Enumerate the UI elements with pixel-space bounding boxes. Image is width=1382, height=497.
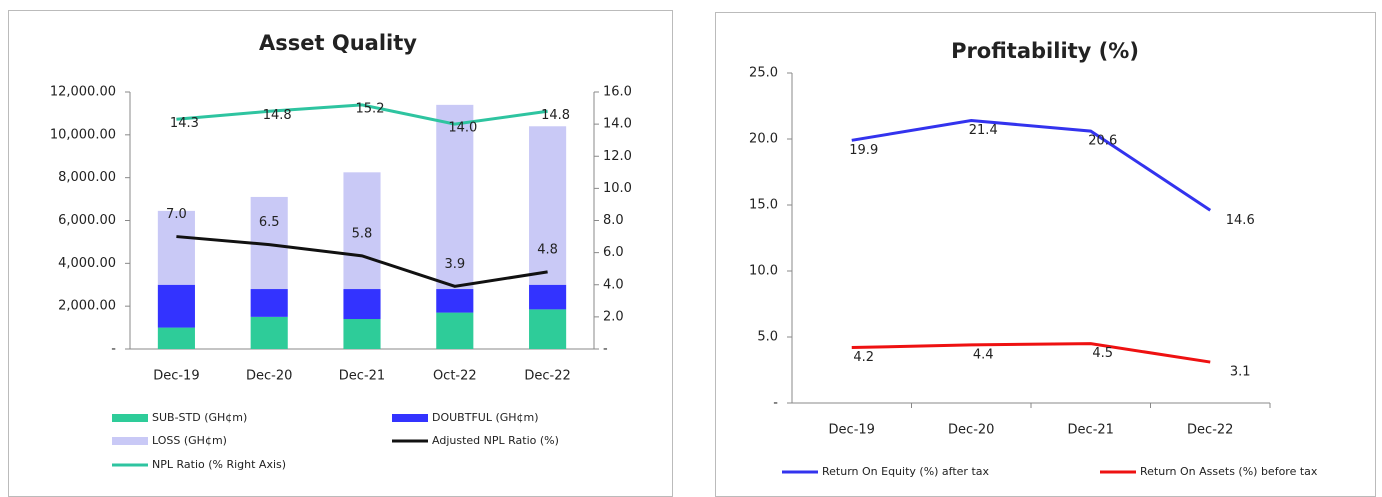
y-tick-label: 25.0 <box>749 66 778 81</box>
y-tick-label: 8,000.00 <box>58 170 116 185</box>
chart-title: Asset Quality <box>259 31 417 55</box>
bar <box>529 126 567 285</box>
line <box>851 342 1211 364</box>
data-label: 7.0 <box>166 207 187 222</box>
line <box>176 103 548 126</box>
bar <box>529 309 567 349</box>
data-label: 4.8 <box>537 242 558 257</box>
y2-tick-label: 6.0 <box>603 245 624 260</box>
bar <box>343 289 381 320</box>
legend-label: Adjusted NPL Ratio (%) <box>432 434 559 447</box>
bar <box>436 104 474 290</box>
bar <box>157 327 195 349</box>
y-tick-label: 10,000.00 <box>50 127 116 142</box>
y-tick-label: - <box>773 396 778 411</box>
data-label: 5.8 <box>352 226 373 241</box>
bar <box>436 312 474 349</box>
bar <box>343 172 381 290</box>
bar <box>157 284 195 328</box>
legend-label: SUB-STD (GH¢m) <box>152 411 247 424</box>
legend-label: Return On Equity (%) after tax <box>822 465 990 478</box>
y-tick-label: 5.0 <box>757 330 778 345</box>
data-label: 15.2 <box>356 101 385 116</box>
y-tick-label: 10.0 <box>749 264 778 279</box>
data-label: 3.1 <box>1230 365 1251 380</box>
y-tick-label: 20.0 <box>749 132 778 147</box>
bar <box>436 289 474 313</box>
data-label: 6.5 <box>259 215 280 230</box>
bar <box>529 284 567 310</box>
data-label: 4.4 <box>973 347 994 362</box>
y-tick-label: - <box>111 342 116 357</box>
data-label: 14.6 <box>1226 213 1255 228</box>
data-label: 14.0 <box>448 121 477 136</box>
y-tick-label: 15.0 <box>749 198 778 213</box>
x-tick-label: Dec-20 <box>246 369 292 384</box>
y2-tick-label: 14.0 <box>603 117 632 132</box>
x-tick-label: Dec-22 <box>524 369 570 384</box>
data-label: 4.5 <box>1092 346 1113 361</box>
line <box>851 119 1212 212</box>
data-label: 21.4 <box>969 123 998 138</box>
data-label: 19.9 <box>849 143 878 158</box>
y-tick-label: 6,000.00 <box>58 213 116 228</box>
legend-label: LOSS (GH¢m) <box>152 434 227 447</box>
y-tick-label: 4,000.00 <box>58 256 116 271</box>
x-tick-label: Dec-22 <box>1187 423 1233 438</box>
x-tick-label: Dec-19 <box>829 423 875 438</box>
x-tick-label: Dec-21 <box>339 369 385 384</box>
y2-tick-label: 2.0 <box>603 309 624 324</box>
x-tick-label: Dec-20 <box>948 423 994 438</box>
x-tick-label: Dec-19 <box>153 369 199 384</box>
x-tick-label: Oct-22 <box>433 369 477 384</box>
x-tick-label: Dec-21 <box>1068 423 1114 438</box>
y-tick-label: 2,000.00 <box>58 299 116 314</box>
chart-title: Profitability (%) <box>951 39 1139 63</box>
data-label: 4.2 <box>853 350 874 365</box>
bar <box>157 210 195 285</box>
data-label: 14.8 <box>541 108 570 123</box>
y-tick-label: 12,000.00 <box>50 85 116 100</box>
data-label: 14.3 <box>170 116 199 131</box>
y2-tick-label: 16.0 <box>603 85 632 100</box>
y2-tick-label: 12.0 <box>603 149 632 164</box>
chart-frame <box>715 12 1376 497</box>
line <box>176 235 548 288</box>
y2-tick-label: 4.0 <box>603 277 624 292</box>
data-label: 14.8 <box>263 108 292 123</box>
legend-label: NPL Ratio (% Right Axis) <box>152 458 286 471</box>
bar <box>250 289 288 317</box>
bar <box>250 316 288 349</box>
y2-tick-label: - <box>603 342 608 357</box>
data-label: 3.9 <box>444 257 465 272</box>
y2-tick-label: 10.0 <box>603 181 632 196</box>
data-label: 20.6 <box>1088 134 1117 149</box>
legend-label: Return On Assets (%) before tax <box>1140 465 1318 478</box>
bar <box>343 319 381 349</box>
y2-tick-label: 8.0 <box>603 213 624 228</box>
legend-label: DOUBTFUL (GH¢m) <box>432 411 539 424</box>
